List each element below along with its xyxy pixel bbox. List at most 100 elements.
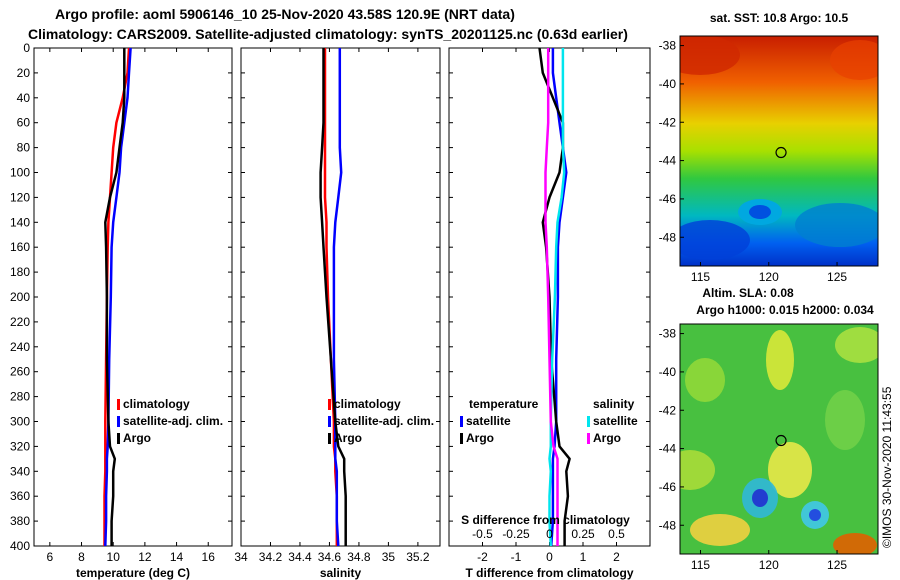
salinity-legend-label: Argo [334, 431, 362, 445]
difference-panel: -2 -1 0 1 2 T difference from climatology -0.5… [448, 47, 651, 580]
difference-xtick-label: 2 [613, 550, 620, 564]
sst-cool-blob [680, 220, 750, 260]
figure-title-line-2: Climatology: CARS2009. Satellite-adjuste… [28, 26, 628, 42]
sst-map: sat. SST: 10.8 Argo: 10.5 -38 -40 -42 -44 -46… [659, 11, 879, 284]
salinity-series-satellite-adj-clim- [332, 48, 343, 546]
sst-map-ytick-label: -44 [659, 154, 677, 168]
temperature-frame [33, 47, 233, 547]
difference-xtick-label: 0 [546, 550, 553, 564]
sla-anomaly-blob [833, 533, 877, 554]
sla-map-xtick-label: 115 [691, 558, 710, 572]
sst-cool-blob [795, 203, 878, 247]
difference-series-salinity-satellite [548, 48, 566, 546]
temperature-xtick-label: 16 [202, 550, 216, 564]
sla-anomaly-blob [768, 442, 812, 498]
depth-tick-label: 100 [10, 166, 30, 180]
figure-title-line-1: Argo profile: aoml 5906146_10 25-Nov-202… [55, 6, 515, 22]
sst-map-ytick-label: -42 [659, 115, 677, 129]
depth-tick-label: 0 [23, 41, 30, 55]
depth-tick-label: 300 [10, 415, 30, 429]
sla-anomaly-blob [690, 514, 750, 546]
sla-map-ytick-label: -48 [659, 518, 677, 532]
sla-map-xtick-label: 125 [827, 558, 847, 572]
salinity-legend-label: climatology [334, 397, 401, 411]
difference-temperature-legend-swatch [460, 416, 463, 427]
temperature-series-satellite-adj-clim- [104, 48, 132, 546]
salinity-panel: 34 34.2 34.4 34.6 34.8 35 35.2 salinity climatol… [234, 47, 441, 580]
sst-map-ytick-label: -48 [659, 230, 677, 244]
temperature-xtick-label: 12 [138, 550, 152, 564]
salinity-legend-label: satellite-adj. clim. [334, 414, 434, 428]
depth-tick-label: 20 [17, 66, 31, 80]
sla-map-subtitle: Argo h1000: 0.015 h2000: 0.034 [696, 303, 874, 317]
salinity-xtick-label: 34 [234, 550, 248, 564]
difference-salinity-legend-label: satellite [593, 414, 638, 428]
salinity-legend-swatch [328, 416, 331, 427]
sst-warm-blob [680, 36, 740, 75]
temperature-xtick-label: 10 [107, 550, 121, 564]
difference-legend-title: temperature [469, 397, 539, 411]
depth-tick-label: 400 [10, 539, 30, 553]
depth-tick-label: 40 [17, 91, 31, 105]
depth-tick-label: 180 [10, 265, 30, 279]
sla-map-ytick-label: -46 [659, 480, 677, 494]
difference-top-tick-label: -0.5 [472, 527, 493, 541]
sst-map-frame [679, 35, 879, 267]
difference-salinity-legend-label: Argo [593, 431, 621, 445]
depth-tick-label: 360 [10, 489, 30, 503]
salinity-xtick-label: 34.8 [347, 550, 371, 564]
sla-map-frame [679, 323, 879, 555]
salinity-series-group [319, 48, 347, 546]
depth-tick-label: 320 [10, 439, 30, 453]
sla-anomaly-blob [825, 390, 865, 450]
sla-map-ytick-label: -38 [659, 327, 677, 341]
sla-anomaly-blob [680, 450, 715, 490]
sst-map-title: sat. SST: 10.8 Argo: 10.5 [710, 11, 849, 25]
depth-tick-label: 280 [10, 390, 30, 404]
difference-temperature-legend-label: Argo [466, 431, 494, 445]
depth-tick-label: 260 [10, 365, 30, 379]
depth-tick-label: 380 [10, 514, 30, 528]
temperature-legend-swatch [117, 416, 120, 427]
difference-xtick-label: 1 [580, 550, 587, 564]
temperature-xtick-label: 8 [78, 550, 85, 564]
depth-tick-label: 140 [10, 215, 30, 229]
difference-xtick-label: -1 [511, 550, 522, 564]
temperature-xlabel: temperature (deg C) [76, 566, 190, 580]
sst-map-field [680, 36, 878, 266]
difference-top-xlabel: S difference from climatology [461, 513, 630, 527]
timestamp-text: ©IMOS 30-Nov-2020 11:43:55 [880, 386, 894, 548]
sst-map-xtick-label: 125 [827, 270, 847, 284]
sla-map-field [680, 324, 878, 554]
temperature-series-group [103, 48, 132, 546]
sla-map-argo-marker [775, 434, 787, 447]
difference-xlabel: T difference from climatology [465, 566, 633, 580]
depth-tick-label: 200 [10, 290, 30, 304]
sla-anomaly-blob [809, 509, 821, 521]
sla-map-ytick-label: -40 [659, 365, 677, 379]
temperature-panel: 6 8 10 12 14 16 temperature (deg C) 0 20 40 60 80 10… [10, 41, 233, 580]
depth-tick-label: 240 [10, 340, 30, 354]
difference-temperature-legend-swatch [460, 433, 463, 444]
sst-eddy-core [749, 205, 771, 219]
salinity-xlabel: salinity [320, 566, 362, 580]
temperature-series-argo [104, 48, 126, 546]
sla-map-ytick-label: -44 [659, 442, 677, 456]
difference-top-tick-label: 0.5 [608, 527, 625, 541]
salinity-xtick-label: 34.6 [318, 550, 342, 564]
difference-top-tick-label: 0.25 [571, 527, 595, 541]
salinity-legend-swatch [328, 399, 331, 410]
difference-series-group [538, 48, 571, 546]
depth-tick-label: 340 [10, 464, 30, 478]
salinity-xtick-label: 35.2 [406, 550, 430, 564]
temperature-legend-swatch [117, 433, 120, 444]
sst-map-ytick-label: -38 [659, 39, 677, 53]
sla-map-ytick-label: -42 [659, 403, 677, 417]
difference-salinity-legend-swatch [587, 416, 590, 427]
difference-series-salinity-argo [544, 48, 559, 546]
difference-legend-title: salinity [593, 397, 635, 411]
salinity-xtick-label: 34.4 [288, 550, 312, 564]
sla-map-xtick-label: 120 [759, 558, 779, 572]
sst-map-xtick-label: 120 [759, 270, 779, 284]
